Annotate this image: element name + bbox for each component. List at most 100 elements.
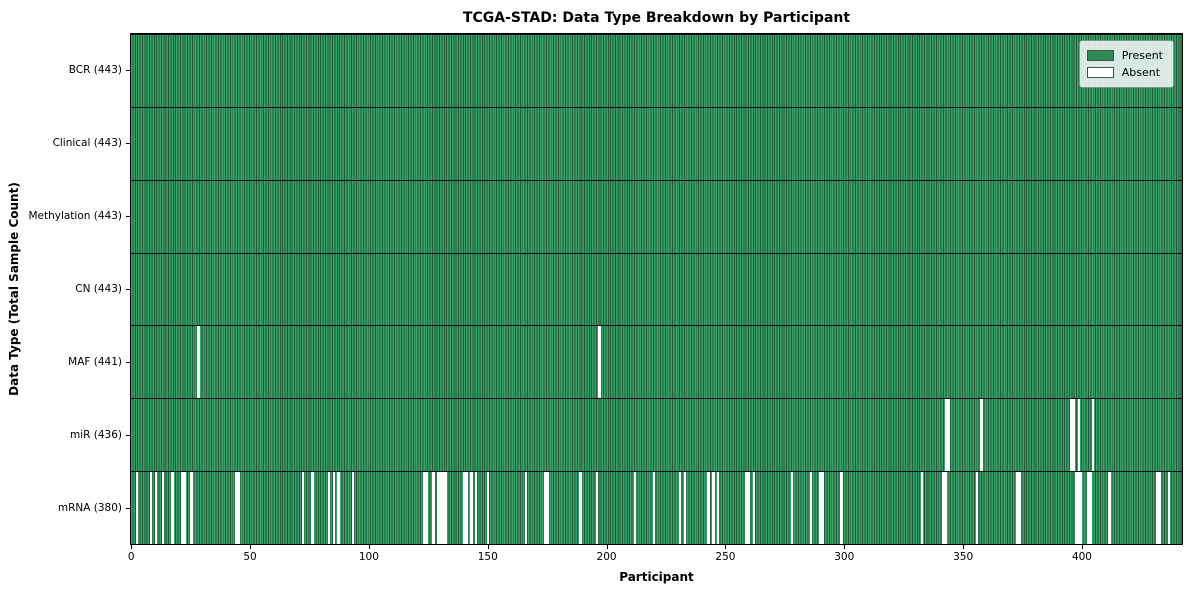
- absent-stripe: [432, 472, 435, 544]
- absent-stripe: [161, 472, 165, 544]
- x-tick-mark: [487, 545, 489, 549]
- absent-stripe: [524, 472, 528, 544]
- x-tick-mark: [963, 545, 965, 549]
- absent-stripe: [1155, 472, 1159, 544]
- x-tick-mark: [606, 545, 608, 549]
- absent-stripe: [809, 472, 812, 544]
- x-tick-label: 0: [127, 551, 135, 563]
- y-tick-mark: [126, 69, 130, 71]
- absent-stripe: [944, 472, 948, 544]
- absent-stripe: [821, 472, 824, 544]
- legend: Present Absent: [1078, 40, 1174, 88]
- absent-stripe: [154, 472, 158, 544]
- x-tick-label: 150: [477, 551, 498, 563]
- absent-stripe: [311, 472, 314, 544]
- x-tick-label: 400: [1071, 551, 1092, 563]
- absent-stripe: [944, 399, 948, 472]
- absent-stripe: [135, 472, 139, 544]
- absent-stripe: [486, 472, 490, 544]
- absent-stripe: [332, 472, 336, 544]
- x-tick-label: 300: [834, 551, 855, 563]
- absent-stripe: [470, 472, 473, 544]
- absent-stripe: [1087, 472, 1090, 544]
- absent-swatch: [1086, 67, 1114, 78]
- absent-stripe: [425, 472, 428, 544]
- x-tick-label: 50: [243, 551, 257, 563]
- absent-stripe: [327, 472, 331, 544]
- absent-stripe: [679, 472, 682, 544]
- absent-stripe: [595, 472, 599, 544]
- y-tick-label: miR (436): [69, 429, 122, 442]
- absent-stripe: [947, 399, 950, 472]
- absent-stripe: [441, 472, 445, 544]
- absent-stripe: [465, 472, 468, 544]
- absent-stripe: [716, 472, 720, 544]
- x-tick-label: 100: [358, 551, 379, 563]
- absent-stripe: [149, 472, 153, 544]
- absent-stripe: [1075, 472, 1078, 544]
- absent-stripe: [235, 472, 238, 544]
- row-mRNA: [131, 471, 1182, 544]
- y-tick-label: mRNA (380): [57, 502, 122, 515]
- absent-stripe: [437, 472, 440, 544]
- row-CN: [131, 252, 1182, 326]
- absent-stripe: [474, 472, 478, 544]
- y-tick-mark: [126, 362, 130, 364]
- absent-stripe: [180, 472, 184, 544]
- y-tick-mark: [126, 142, 130, 144]
- absent-stripe: [1015, 472, 1019, 544]
- y-tick-label: BCR (443): [68, 63, 122, 76]
- row-Methylation: [131, 179, 1182, 253]
- absent-stripe: [598, 326, 601, 399]
- absent-stripe: [1089, 472, 1092, 544]
- chart-title: TCGA-STAD: Data Type Breakdown by Partic…: [462, 10, 851, 26]
- y-tick-label: MAF (441): [68, 356, 122, 369]
- absent-stripe: [840, 472, 843, 544]
- y-tick-label: Methylation (443): [28, 209, 122, 222]
- absent-stripe: [942, 472, 945, 544]
- x-tick-label: 200: [596, 551, 617, 563]
- absent-stripe: [747, 472, 751, 544]
- x-tick-label: 250: [715, 551, 736, 563]
- absent-stripe: [351, 472, 355, 544]
- x-tick-mark: [844, 545, 846, 549]
- absent-stripe: [980, 399, 983, 472]
- absent-stripe: [439, 472, 442, 544]
- y-tick-mark: [126, 289, 130, 290]
- legend-item-absent: Absent: [1086, 64, 1163, 81]
- y-tick-mark: [126, 508, 130, 510]
- x-tick-mark: [250, 545, 252, 549]
- absent-stripe: [1070, 399, 1073, 472]
- absent-stripe: [543, 472, 547, 544]
- row-BCR: [131, 34, 1182, 107]
- absent-stripe: [1158, 472, 1161, 544]
- absent-stripe: [1018, 472, 1021, 544]
- absent-stripe: [745, 472, 748, 544]
- y-tick-mark: [126, 435, 130, 437]
- absent-stripe: [579, 472, 582, 544]
- absent-stripe: [818, 472, 822, 544]
- y-tick-label: Clinical (443): [52, 136, 122, 149]
- y-tick-label: CN (443): [75, 283, 122, 295]
- absent-stripe: [975, 472, 978, 544]
- absent-stripe: [652, 472, 656, 544]
- absent-stripe: [1079, 472, 1083, 544]
- absent-stripe: [197, 326, 200, 399]
- x-tick-label: 350: [953, 551, 974, 563]
- y-tick-mark: [126, 215, 130, 217]
- absent-stripe: [752, 472, 755, 544]
- absent-stripe: [683, 472, 687, 544]
- absent-stripe: [337, 472, 340, 544]
- absent-stripe: [183, 472, 186, 544]
- absent-stripe: [237, 472, 241, 544]
- x-tick-mark: [725, 545, 727, 549]
- absent-stripe: [422, 472, 426, 544]
- absent-stripe: [190, 472, 193, 544]
- row-MAF: [131, 325, 1182, 399]
- present-swatch: [1086, 50, 1114, 61]
- x-tick-mark: [368, 545, 370, 549]
- absent-stripe: [301, 472, 305, 544]
- absent-stripe: [790, 472, 793, 544]
- legend-label-present: Present: [1121, 49, 1163, 62]
